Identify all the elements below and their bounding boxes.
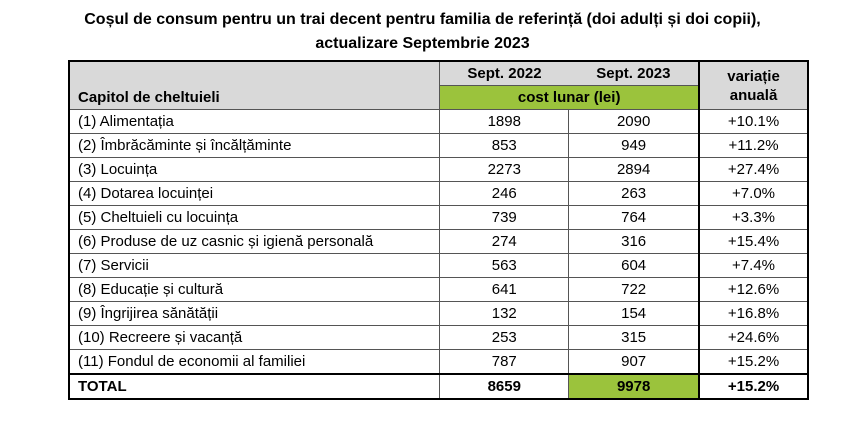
table-row: (10) Recreere și vacanță 253 315 +24.6% <box>68 325 809 350</box>
value-sept-2022: 739 <box>439 205 570 230</box>
value-variation: +15.2% <box>698 373 809 400</box>
value-sept-2022: 253 <box>439 325 570 350</box>
row-label: (9) Îngrijirea sănătății <box>68 301 441 326</box>
header-cost-monthly: cost lunar (lei) <box>439 85 700 110</box>
header-row: Capitol de cheltuieli Sept. 2022 Sept. 2… <box>68 60 809 110</box>
value-sept-2022: 1898 <box>439 109 570 134</box>
row-label: (7) Servicii <box>68 253 441 278</box>
row-label: (2) Îmbrăcăminte și încălțăminte <box>68 133 441 158</box>
value-sept-2023: 722 <box>568 277 700 302</box>
value-variation: +12.6% <box>698 277 809 302</box>
value-variation: +7.0% <box>698 181 809 206</box>
value-variation: +16.8% <box>698 301 809 326</box>
value-sept-2023: 316 <box>568 229 700 254</box>
value-sept-2023: 154 <box>568 301 700 326</box>
value-sept-2022: 853 <box>439 133 570 158</box>
header-sept-2023: Sept. 2023 <box>568 60 700 86</box>
value-sept-2022: 132 <box>439 301 570 326</box>
row-label: (3) Locuința <box>68 157 441 182</box>
title-line-2: actualizare Septembrie 2023 <box>315 35 530 52</box>
value-sept-2023: 9978 <box>568 373 700 400</box>
value-sept-2023: 949 <box>568 133 700 158</box>
row-label: (10) Recreere și vacanță <box>68 325 441 350</box>
value-sept-2022: 8659 <box>439 373 570 400</box>
value-sept-2023: 315 <box>568 325 700 350</box>
header-variation: variație anuală <box>698 60 809 110</box>
value-variation: +24.6% <box>698 325 809 350</box>
row-label: TOTAL <box>68 373 441 400</box>
value-sept-2022: 246 <box>439 181 570 206</box>
total-row: TOTAL 8659 9978 +15.2% <box>68 373 809 400</box>
value-sept-2023: 2090 <box>568 109 700 134</box>
value-variation: +10.1% <box>698 109 809 134</box>
value-variation: +15.2% <box>698 349 809 375</box>
table-row: (1) Alimentația 1898 2090 +10.1% <box>68 109 809 134</box>
table-row: (7) Servicii 563 604 +7.4% <box>68 253 809 278</box>
consumption-basket-table: Capitol de cheltuieli Sept. 2022 Sept. 2… <box>68 60 809 400</box>
row-label: (5) Cheltuieli cu locuința <box>68 205 441 230</box>
title-line-1: Coșul de consum pentru un trai decent pe… <box>84 11 761 28</box>
value-variation: +7.4% <box>698 253 809 278</box>
table-row: (4) Dotarea locuinței 246 263 +7.0% <box>68 181 809 206</box>
value-variation: +3.3% <box>698 205 809 230</box>
table-row: (11) Fondul de economii al familiei 787 90… <box>68 349 809 375</box>
value-sept-2022: 2273 <box>439 157 570 182</box>
row-label: (4) Dotarea locuinței <box>68 181 441 206</box>
value-variation: +27.4% <box>698 157 809 182</box>
value-sept-2023: 604 <box>568 253 700 278</box>
table-row: (3) Locuința 2273 2894 +27.4% <box>68 157 809 182</box>
value-variation: +11.2% <box>698 133 809 158</box>
row-label: (6) Produse de uz casnic și igienă perso… <box>68 229 441 254</box>
row-label: (11) Fondul de economii al familiei <box>68 349 441 375</box>
value-sept-2022: 641 <box>439 277 570 302</box>
value-sept-2023: 764 <box>568 205 700 230</box>
header-chapter: Capitol de cheltuieli <box>68 60 441 110</box>
value-sept-2023: 263 <box>568 181 700 206</box>
table-title: Coșul de consum pentru un trai decent pe… <box>0 8 845 56</box>
value-variation: +15.4% <box>698 229 809 254</box>
table-row: (2) Îmbrăcăminte și încălțăminte 853 949 +1… <box>68 133 809 158</box>
table-row: (5) Cheltuieli cu locuința 739 764 +3.3% <box>68 205 809 230</box>
header-sept-2022: Sept. 2022 <box>439 60 569 86</box>
value-sept-2022: 274 <box>439 229 570 254</box>
row-label: (8) Educație și cultură <box>68 277 441 302</box>
value-sept-2022: 787 <box>439 349 570 375</box>
value-sept-2023: 2894 <box>568 157 700 182</box>
row-label: (1) Alimentația <box>68 109 441 134</box>
table-row: (8) Educație și cultură 641 722 +12.6% <box>68 277 809 302</box>
value-sept-2023: 907 <box>568 349 700 375</box>
table-row: (9) Îngrijirea sănătății 132 154 +16.8% <box>68 301 809 326</box>
value-sept-2022: 563 <box>439 253 570 278</box>
table-row: (6) Produse de uz casnic și igienă perso… <box>68 229 809 254</box>
